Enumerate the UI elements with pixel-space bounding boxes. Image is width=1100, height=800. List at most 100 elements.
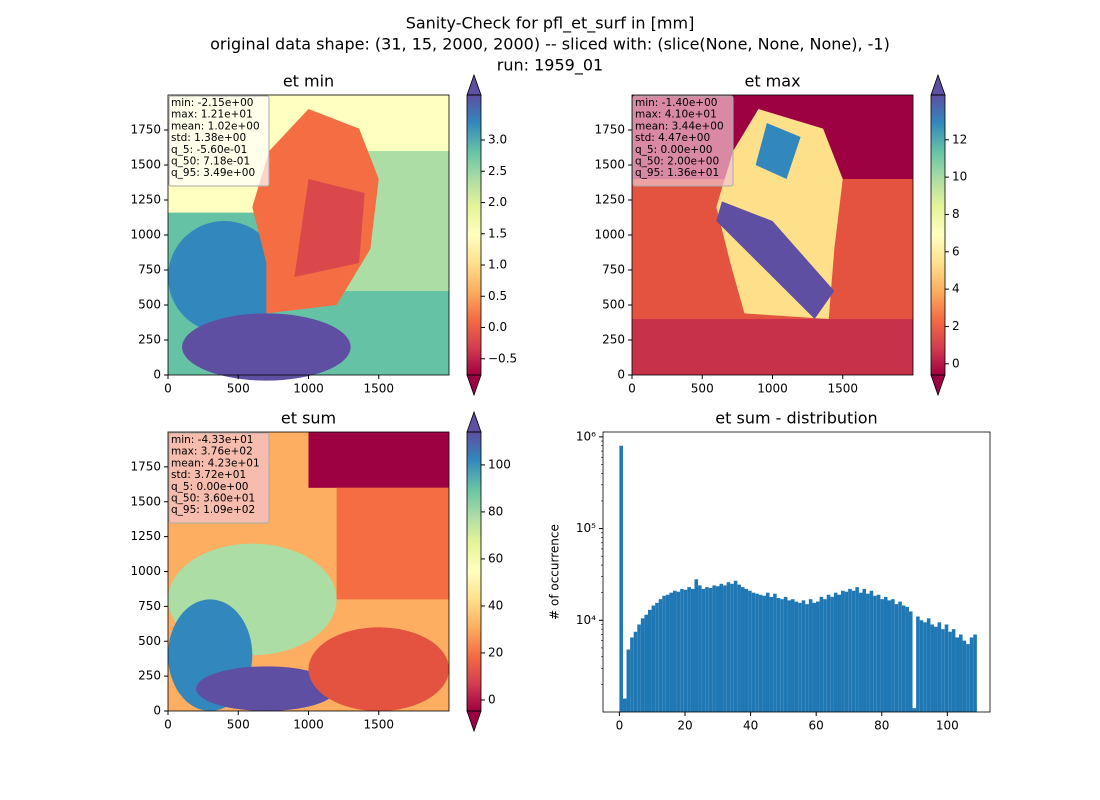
- colorbar-tick-label: 0.0: [488, 320, 507, 334]
- histogram-bar: [819, 596, 824, 712]
- histogram-bar: [776, 598, 781, 712]
- histogram-bar: [644, 614, 648, 712]
- x-tick-label: 0: [164, 382, 172, 396]
- histogram-bar: [898, 601, 902, 712]
- colorbar-tick-label: 80: [488, 504, 503, 518]
- colorbar-tick-label: 0: [952, 356, 960, 370]
- stats-line: q_50: 3.60e+01: [171, 493, 255, 505]
- histogram-bar: [655, 602, 659, 712]
- y-tick-label: 500: [138, 298, 161, 312]
- y-tick-label: 0: [153, 368, 161, 382]
- histogram-bar: [844, 591, 849, 712]
- y-tick-label: 10⁴: [576, 613, 596, 627]
- stats-line: max: 4.10e+01: [635, 109, 717, 121]
- x-tick-label: 20: [677, 719, 692, 733]
- histogram-bar: [622, 698, 627, 712]
- y-tick-label: 1750: [130, 123, 161, 137]
- histogram-bar: [869, 590, 874, 712]
- colorbar-tick-label: 10: [952, 170, 967, 184]
- axes-frame: [602, 431, 991, 713]
- colorbar-tick-label: 2: [952, 319, 960, 333]
- histogram-bar: [805, 604, 809, 712]
- y-tick-label: 10⁶: [576, 429, 596, 443]
- histogram-bar: [833, 592, 838, 712]
- histogram-bar: [826, 594, 831, 712]
- histogram-bar: [933, 626, 938, 712]
- histogram-bar: [698, 585, 702, 712]
- axes-title: et min: [283, 72, 334, 91]
- y-tick-label: 1500: [130, 158, 161, 172]
- colorbar-tick-label: −0.5: [488, 351, 517, 365]
- stats-line: min: -4.33e+01: [171, 434, 253, 446]
- y-tick-label: 1000: [130, 564, 161, 578]
- colorbar-tick-label: 12: [952, 132, 967, 146]
- histogram-bar: [941, 629, 945, 712]
- stats-line: q_5: 0.00e+00: [635, 144, 712, 156]
- histogram-bar: [737, 584, 741, 712]
- axes-title: et sum: [281, 409, 336, 428]
- y-axis-label: # of occurrence: [548, 524, 562, 620]
- stats-box: [168, 95, 270, 187]
- histogram-bar: [873, 595, 877, 712]
- stats-box: [168, 432, 270, 524]
- histogram-bar: [830, 596, 834, 712]
- colorbar-tick-label: 3.0: [488, 133, 507, 147]
- colorbar-extend-min: [930, 374, 946, 397]
- histogram-bar: [891, 599, 895, 712]
- colorbar-tick-label: 40: [488, 598, 503, 612]
- x-tick-label: 0: [628, 382, 636, 396]
- histogram-bar: [773, 593, 777, 712]
- x-tick-label: 1500: [827, 382, 858, 396]
- x-tick-label: 500: [227, 718, 250, 732]
- y-tick-label: 1250: [130, 529, 161, 543]
- y-tick-label: 500: [138, 634, 161, 648]
- histogram-bar: [794, 601, 799, 712]
- histogram-bar: [630, 637, 634, 712]
- y-tick-label: 250: [602, 333, 625, 347]
- axes-title: et sum - distribution: [715, 409, 877, 428]
- y-tick-label: 1750: [130, 459, 161, 473]
- histogram-bar: [837, 594, 842, 712]
- colorbar-frame: [466, 94, 482, 376]
- field-region: [716, 201, 835, 319]
- histogram-bar: [690, 588, 695, 712]
- stats-line: q_95: 1.36e+01: [635, 167, 719, 179]
- y-tick-label: 10⁵: [576, 521, 596, 535]
- histogram-bar: [651, 605, 656, 712]
- y-tick-label: 1750: [594, 123, 625, 137]
- histogram-bar: [919, 620, 924, 712]
- x-tick-label: 40: [743, 719, 758, 733]
- field-region: [182, 313, 351, 381]
- histogram-bar: [676, 591, 681, 712]
- field-region: [632, 319, 913, 375]
- stats-line: mean: 1.02e+00: [171, 120, 260, 132]
- field-region: [196, 666, 337, 711]
- histogram-bar: [637, 624, 641, 712]
- x-tick-label: 80: [874, 719, 889, 733]
- stats-line: q_95: 1.09e+02: [171, 504, 255, 516]
- x-tick-label: 1500: [363, 718, 394, 732]
- stats-line: std: 1.38e+00: [171, 132, 246, 144]
- y-tick-label: 0: [617, 368, 625, 382]
- colorbar: [467, 95, 481, 375]
- histogram-bar: [744, 588, 749, 712]
- histogram-bar: [851, 590, 856, 712]
- histogram-bar: [858, 592, 863, 712]
- colorbar-extend-min: [466, 710, 482, 733]
- field-image: [168, 432, 449, 711]
- histogram-bar: [812, 602, 817, 712]
- histogram-bar: [866, 593, 870, 712]
- histogram-bar: [619, 445, 623, 712]
- field-region: [336, 487, 449, 600]
- histogram-bar: [723, 585, 727, 712]
- colorbar-tick-label: 20: [488, 645, 503, 659]
- histogram-bar: [626, 649, 631, 712]
- histogram-bar: [905, 606, 909, 712]
- colorbar: [931, 95, 945, 375]
- x-tick-label: 0: [164, 718, 172, 732]
- histogram-bar: [783, 596, 788, 712]
- histogram-bar: [901, 605, 906, 712]
- histogram-bar: [855, 587, 859, 712]
- stats-line: q_50: 2.00e+00: [635, 156, 719, 168]
